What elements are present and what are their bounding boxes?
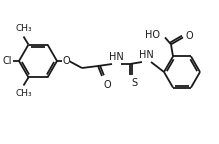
Text: O: O	[186, 31, 194, 41]
Text: HN: HN	[139, 50, 153, 60]
Text: S: S	[131, 78, 137, 88]
Text: HN: HN	[109, 52, 123, 62]
Text: Cl: Cl	[2, 56, 12, 66]
Text: O: O	[62, 56, 70, 66]
Text: O: O	[103, 80, 111, 90]
Text: CH₃: CH₃	[15, 24, 32, 33]
Text: HO: HO	[145, 30, 160, 40]
Text: CH₃: CH₃	[15, 89, 32, 98]
